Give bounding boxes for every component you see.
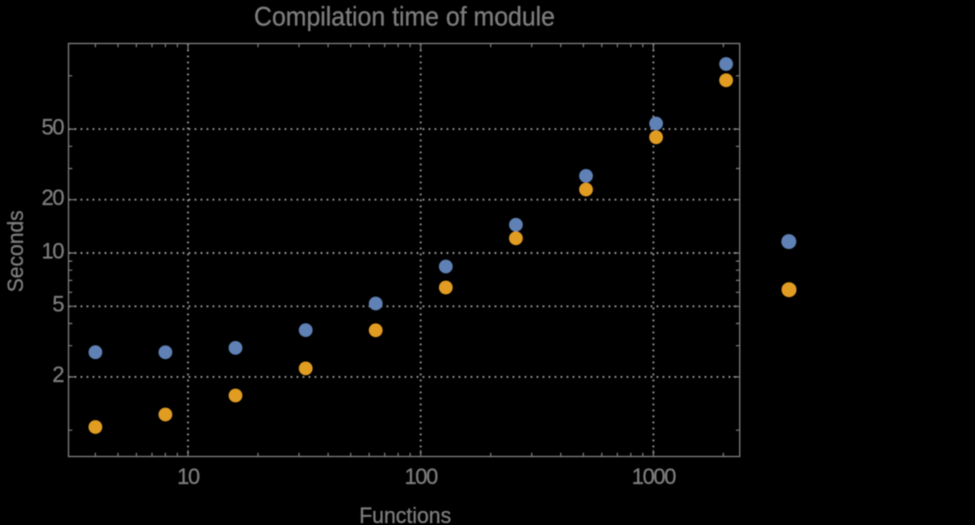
svg-text:20: 20	[42, 185, 65, 210]
svg-text:1000: 1000	[632, 464, 676, 489]
svg-text:50: 50	[42, 114, 65, 139]
svg-text:10: 10	[177, 464, 200, 489]
svg-text:2: 2	[52, 362, 64, 387]
svg-text:10: 10	[42, 238, 65, 263]
svg-text:5: 5	[52, 292, 64, 317]
svg-text:Seconds: Seconds	[3, 210, 28, 292]
svg-text:Compilation time of module: Compilation time of module	[254, 1, 555, 31]
svg-text:Functions: Functions	[359, 503, 451, 525]
svg-text:100: 100	[404, 464, 438, 489]
